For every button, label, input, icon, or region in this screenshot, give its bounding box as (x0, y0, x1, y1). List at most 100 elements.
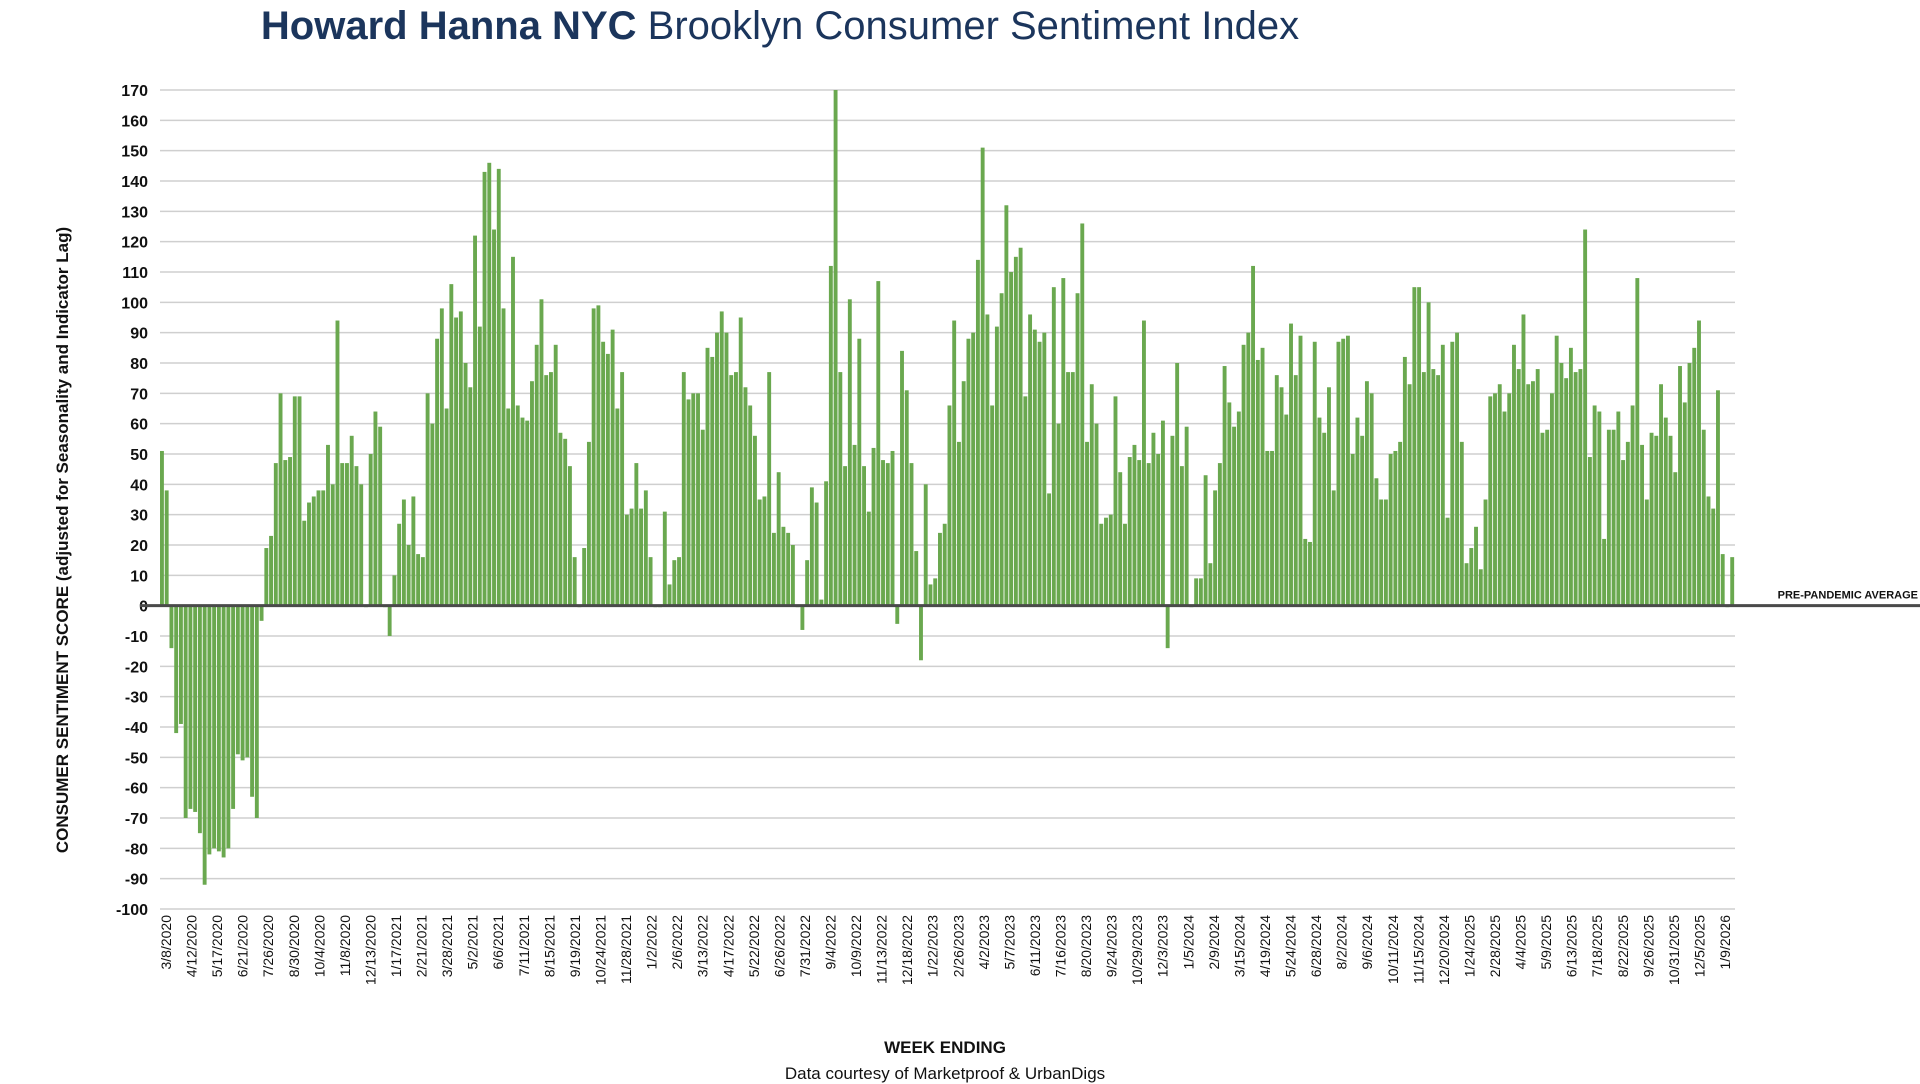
bar (1317, 417, 1322, 606)
bar (966, 338, 971, 606)
x-tick-label: 5/9/2025 (1538, 915, 1554, 970)
bar (781, 526, 786, 606)
bar (340, 463, 345, 606)
bar (183, 605, 188, 818)
x-tick-label: 12/3/2023 (1155, 915, 1171, 977)
y-tick-label: -10 (125, 629, 148, 646)
bar (1654, 435, 1659, 606)
x-tick-label: 11/13/2022 (874, 915, 890, 984)
bar (212, 605, 217, 849)
bar (477, 326, 482, 606)
bar (1213, 490, 1218, 606)
bar (292, 396, 297, 606)
y-tick-label: 140 (121, 174, 148, 191)
bar (463, 363, 468, 606)
bar (1056, 423, 1061, 606)
bar (283, 460, 288, 606)
bar (1659, 384, 1663, 606)
bar (473, 235, 477, 606)
y-tick-label: 50 (130, 447, 148, 464)
y-tick-label: 110 (122, 265, 148, 282)
x-tick-label: 1/17/2021 (388, 915, 404, 977)
x-tick-label: 8/22/2025 (1615, 915, 1631, 977)
bar (1592, 405, 1597, 606)
bar (904, 390, 909, 606)
bar (757, 499, 762, 606)
x-tick-label: 6/13/2025 (1564, 915, 1580, 977)
bar (1018, 247, 1023, 606)
bar (1616, 411, 1621, 606)
x-tick-label: 4/2/2023 (976, 915, 992, 970)
x-tick-label: 6/6/2021 (490, 915, 506, 970)
bar (1322, 432, 1327, 606)
bar (1293, 375, 1298, 606)
bar (1123, 523, 1127, 606)
bar (1464, 563, 1469, 606)
bar (786, 532, 791, 606)
x-tick-label: 10/31/2025 (1666, 915, 1682, 985)
bar (923, 484, 928, 606)
bar (748, 405, 753, 606)
bar (1379, 499, 1384, 606)
bar (501, 308, 506, 606)
bar (1488, 396, 1493, 606)
bar (1236, 411, 1241, 606)
y-tick-label: 160 (121, 113, 148, 130)
x-tick-label: 8/30/2020 (286, 915, 302, 977)
bar (909, 463, 914, 606)
bar (1502, 411, 1507, 606)
bar (1583, 229, 1588, 606)
x-tick-label: 3/28/2021 (439, 915, 455, 977)
bar (639, 508, 644, 606)
x-tick-label: 9/4/2022 (823, 915, 839, 970)
bar (1450, 341, 1455, 606)
x-tick-label: 1/22/2023 (925, 915, 941, 977)
bar (643, 490, 648, 606)
bar (771, 532, 776, 606)
bar (1640, 444, 1645, 606)
bar (843, 466, 848, 606)
bar (857, 338, 862, 606)
x-tick-label: 1/9/2026 (1717, 915, 1733, 970)
bar (1701, 429, 1706, 606)
y-tick-label: 90 (130, 326, 148, 343)
bar (961, 381, 966, 606)
bar (838, 372, 843, 606)
bar (1474, 526, 1478, 606)
bar (952, 320, 957, 606)
x-axis-label: WEEK ENDING (884, 1038, 1006, 1057)
bar (1303, 538, 1308, 606)
bar (1047, 493, 1052, 606)
bar (439, 308, 444, 606)
x-tick-label: 3/8/2020 (158, 915, 174, 970)
x-tick-label: 2/26/2023 (950, 915, 966, 977)
bar (985, 314, 990, 606)
bar (307, 502, 311, 606)
bar (1549, 393, 1554, 606)
bar (525, 420, 530, 606)
bar (710, 356, 715, 606)
bar (1635, 278, 1640, 606)
bar (1208, 563, 1213, 606)
bar (226, 605, 231, 849)
bar (862, 466, 866, 606)
x-tick-label: 10/9/2022 (848, 915, 864, 977)
bar (326, 444, 330, 606)
bar (667, 584, 672, 606)
bar (833, 90, 838, 606)
y-tick-label: 100 (121, 295, 148, 312)
bar (240, 605, 245, 761)
bar (544, 375, 549, 606)
bar (1350, 454, 1355, 606)
bar (572, 557, 577, 606)
bar (188, 605, 193, 809)
chart-title-rest: Brooklyn Consumer Sentiment Index (647, 4, 1300, 48)
bar (1289, 323, 1293, 606)
bar (591, 308, 596, 606)
bar (1066, 372, 1070, 606)
x-tick-label: 11/8/2020 (337, 915, 353, 976)
bar (805, 560, 810, 606)
bar (1298, 335, 1303, 606)
x-tick-label: 9/26/2025 (1640, 915, 1656, 977)
bar (1711, 508, 1716, 606)
